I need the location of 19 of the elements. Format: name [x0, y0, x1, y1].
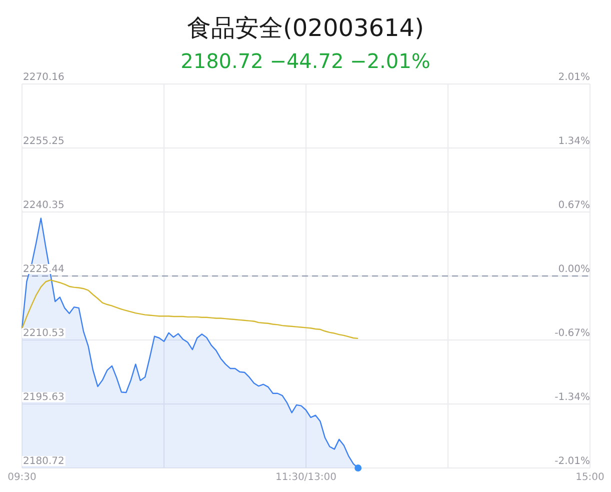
y2-tick-label: -2.01% [554, 456, 590, 467]
y2-tick-label: -1.34% [554, 392, 590, 403]
y2-tick-label: 1.34% [558, 136, 590, 147]
y-tick-label: 2195.63 [23, 392, 64, 403]
x-tick-label: 15:00 [576, 472, 604, 483]
y-tick-label: 2225.44 [23, 264, 64, 275]
y-tick-label: 2210.53 [23, 328, 64, 340]
y-tick-label: 2240.35 [23, 200, 64, 211]
y2-tick-label: 2.01% [558, 72, 590, 83]
y2-tick-label: 0.00% [558, 264, 590, 275]
y2-tick-label: 0.67% [558, 200, 590, 211]
x-tick-label: 11:30/13:00 [275, 472, 337, 483]
x-tick-label: 09:30 [8, 472, 36, 483]
y2-tick-label: -0.67% [554, 328, 590, 339]
chart-subtitle: 2180.72 −44.72 −2.01% [180, 49, 430, 73]
y-tick-label: 2270.16 [23, 72, 64, 83]
y-tick-label: 2255.25 [23, 136, 64, 148]
y-tick-label: 2180.72 [23, 456, 64, 467]
chart-title: 食品安全(02003614) [187, 14, 424, 42]
